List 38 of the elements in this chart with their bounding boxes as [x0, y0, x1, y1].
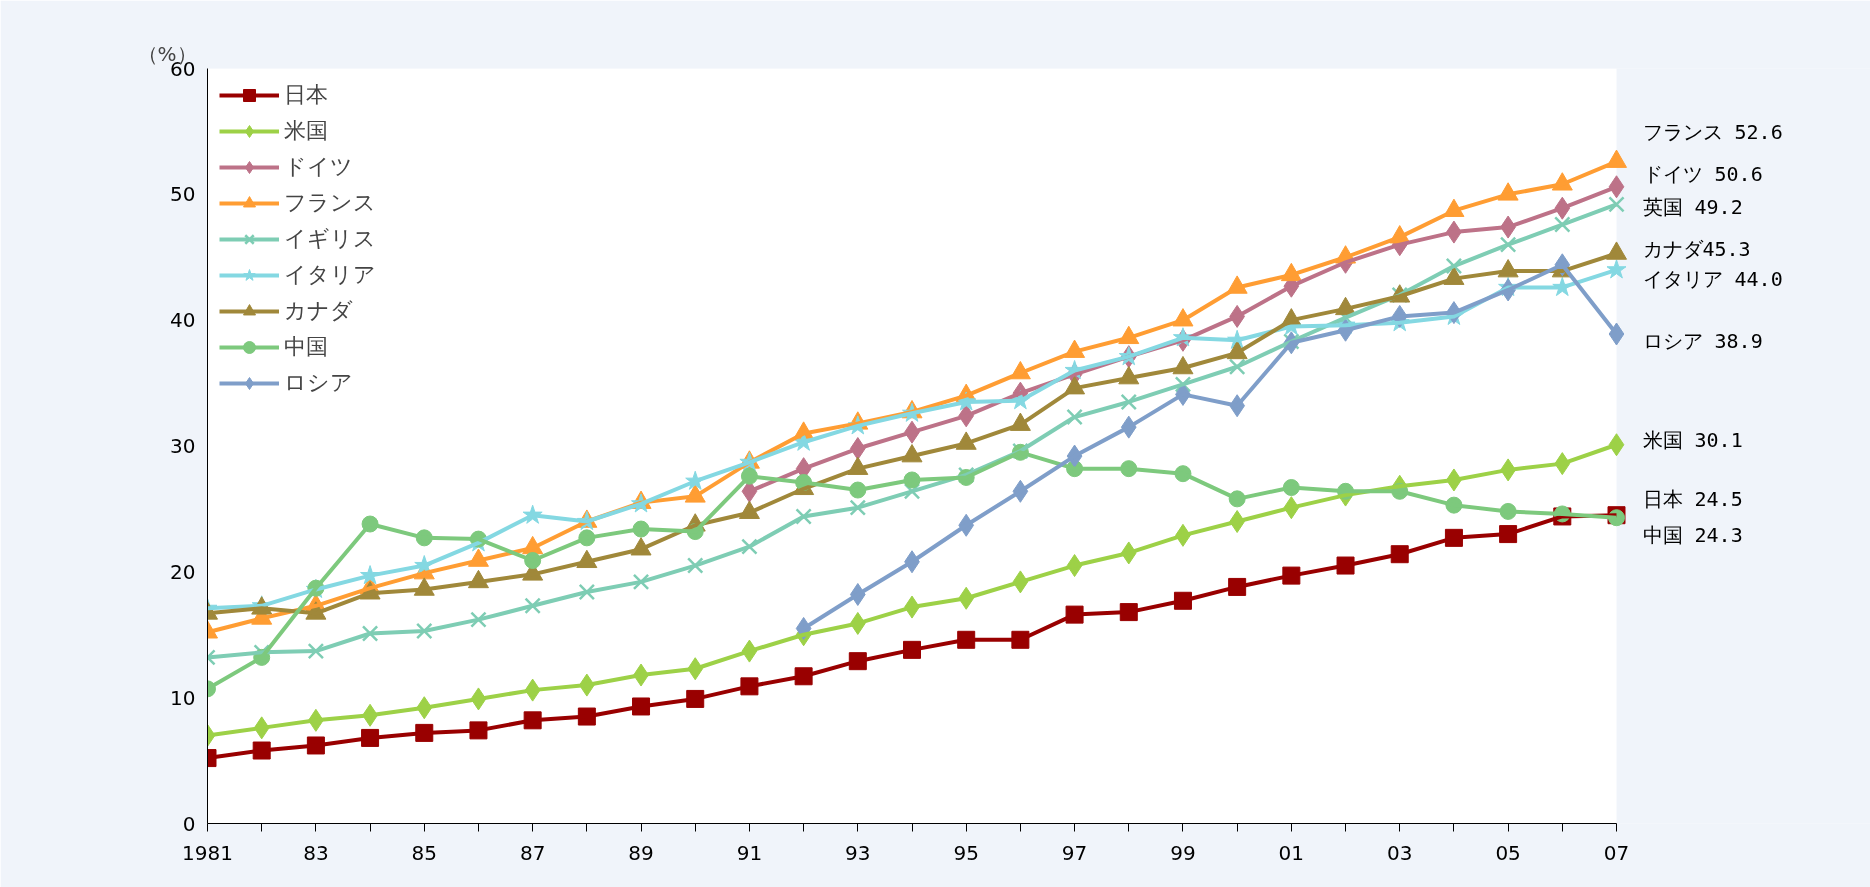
text: 中国 24.3 — [1642, 522, 1743, 547]
x-tick-label: 95 — [953, 840, 979, 865]
y-tick-label: 50 — [170, 182, 196, 207]
text: 英国 49.2 — [1642, 194, 1743, 219]
legend-label: カナダ — [284, 297, 353, 325]
text: ドイツ 50.6 — [1642, 161, 1763, 186]
x-tick-label: 83 — [303, 840, 329, 865]
x-tick-label: 87 — [519, 840, 546, 865]
x-tick-label: 05 — [1495, 840, 1521, 865]
y-tick-label: 0 — [182, 811, 196, 836]
legend-label: 米国 — [284, 117, 328, 145]
legend-label: 中国 — [284, 333, 328, 361]
y-tick-label: 30 — [170, 434, 196, 458]
x-tick-label: 01 — [1278, 840, 1305, 865]
y-tick-label: 40 — [170, 308, 196, 333]
x-tick-label: 93 — [845, 840, 871, 865]
text: フランス 52.6 — [1642, 119, 1783, 144]
legend-label: イギリス — [284, 225, 376, 253]
legend-label: イタリア — [284, 261, 376, 289]
text: イタリア 44.0 — [1642, 266, 1783, 291]
text: 米国 30.1 — [1642, 427, 1743, 452]
legend-label: ロシア — [284, 369, 353, 397]
x-tick-label: 97 — [1061, 840, 1088, 865]
x-tick-label: 85 — [411, 840, 437, 865]
x-tick-label: 99 — [1170, 840, 1196, 865]
y-tick-label: 20 — [170, 559, 196, 584]
x-tick-label: 03 — [1387, 840, 1413, 865]
x-tick-label: 89 — [628, 840, 654, 865]
text: 日本 24.5 — [1642, 486, 1743, 511]
x-tick-label: 91 — [736, 840, 763, 865]
legend-label: ドイツ — [284, 153, 353, 181]
y-tick-label: 10 — [170, 685, 196, 710]
x-tick-label: 1981 — [182, 840, 233, 865]
text: カナダ45.3 — [1642, 236, 1751, 261]
legend-label: 日本 — [284, 81, 328, 109]
legend-label: フランス — [284, 189, 376, 217]
x-tick-label: 07 — [1603, 840, 1630, 865]
text: ロシア 38.9 — [1642, 328, 1763, 353]
